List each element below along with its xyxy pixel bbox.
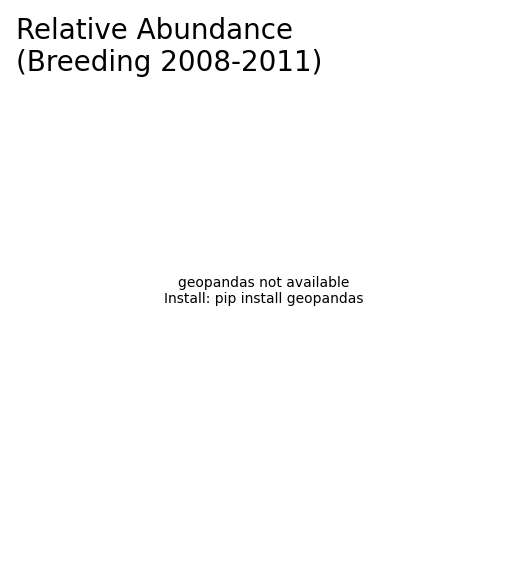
Text: Relative Abundance
(Breeding 2008-2011): Relative Abundance (Breeding 2008-2011) [16, 17, 322, 77]
Text: geopandas not available
Install: pip install geopandas: geopandas not available Install: pip ins… [164, 276, 364, 306]
